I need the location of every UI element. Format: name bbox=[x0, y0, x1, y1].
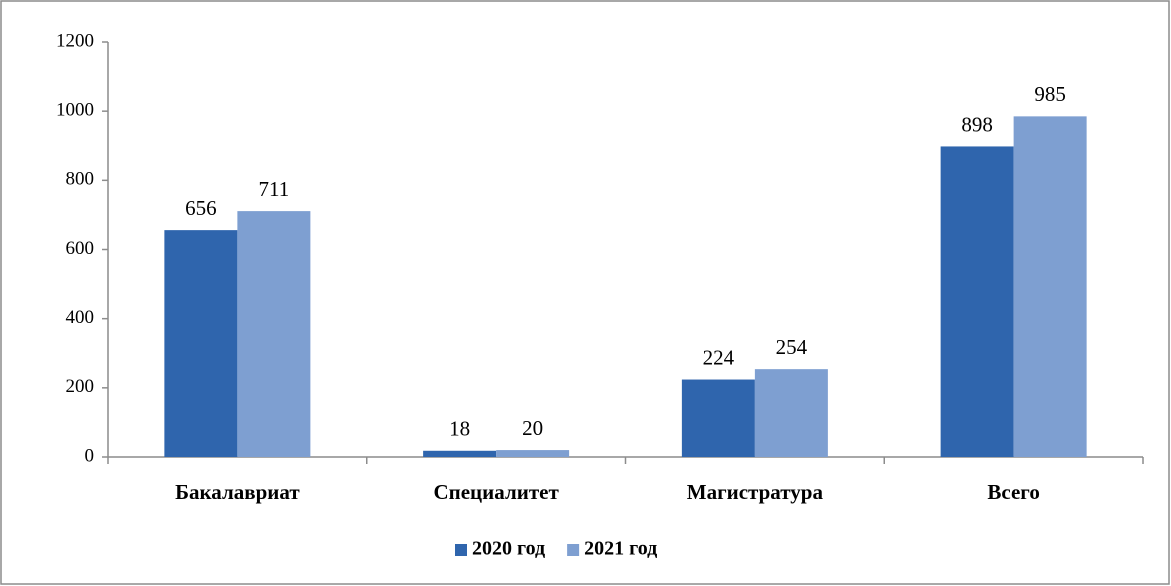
legend-swatch bbox=[455, 544, 467, 556]
bar bbox=[164, 230, 238, 457]
legend-label: 2021 год bbox=[584, 538, 657, 560]
y-tick-label: 800 bbox=[66, 169, 95, 190]
data-label: 20 bbox=[522, 416, 543, 440]
data-label: 985 bbox=[1034, 82, 1066, 106]
data-label: 656 bbox=[185, 196, 217, 220]
legend-label: 2020 год bbox=[472, 538, 545, 560]
data-label: 224 bbox=[703, 345, 735, 369]
y-tick-label: 600 bbox=[66, 238, 95, 259]
data-label: 711 bbox=[259, 177, 290, 201]
x-tick-label: Бакалавриат bbox=[175, 480, 300, 504]
bar bbox=[754, 369, 828, 457]
data-label: 18 bbox=[449, 417, 470, 441]
bar bbox=[496, 450, 570, 457]
bar bbox=[423, 450, 497, 457]
y-tick-label: 400 bbox=[66, 307, 95, 328]
bar bbox=[940, 146, 1014, 458]
x-tick-label: Специалитет bbox=[433, 480, 559, 504]
data-label: 254 bbox=[776, 335, 808, 359]
y-tick-label: 200 bbox=[66, 376, 95, 397]
x-tick-label: Магистратура bbox=[687, 480, 824, 504]
y-tick-label: 0 bbox=[85, 445, 95, 466]
legend-swatch bbox=[567, 544, 580, 556]
bar bbox=[1013, 116, 1087, 458]
y-tick-label: 1200 bbox=[56, 30, 94, 51]
bar bbox=[237, 211, 311, 457]
data-label: 898 bbox=[961, 112, 993, 136]
bar bbox=[681, 379, 755, 457]
x-tick-label: Всего bbox=[987, 480, 1039, 504]
y-tick-label: 1000 bbox=[56, 100, 94, 121]
